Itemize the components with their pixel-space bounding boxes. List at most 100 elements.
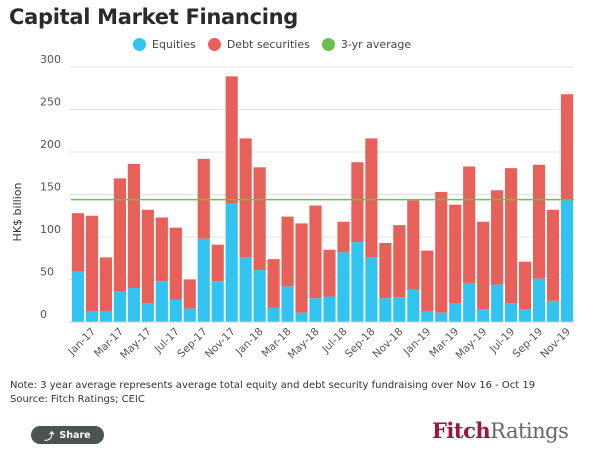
bar-debt-securities bbox=[141, 209, 154, 304]
legend-item-debt[interactable]: Debt securities bbox=[207, 38, 310, 51]
x-tick-label: Nov-19 bbox=[538, 326, 573, 361]
bar-equities bbox=[546, 300, 560, 322]
bar-debt-securities bbox=[435, 191, 448, 313]
bar-debt-securities bbox=[267, 259, 280, 308]
bar-equities bbox=[379, 298, 392, 322]
bar-debt-securities bbox=[532, 164, 546, 279]
legend-swatch-equities bbox=[133, 38, 146, 51]
legend: Equities Debt securities 3-yr average bbox=[133, 38, 423, 51]
bar-debt-securities bbox=[546, 209, 560, 301]
footnote: Note: 3 year average represents average … bbox=[10, 379, 535, 407]
bar-debt-securities bbox=[295, 223, 308, 313]
bar-debt-securities bbox=[99, 257, 113, 311]
y-tick-label: 200 bbox=[40, 138, 61, 151]
bar-equities bbox=[505, 303, 518, 322]
bar-debt-securities bbox=[253, 167, 266, 271]
share-label: Share bbox=[59, 429, 91, 441]
chart-title: Capital Market Financing bbox=[9, 5, 298, 29]
legend-swatch-average bbox=[321, 38, 335, 51]
bar-debt-securities bbox=[225, 76, 238, 203]
bar-debt-securities bbox=[337, 221, 350, 253]
bar-equities bbox=[169, 299, 182, 322]
bar-equities bbox=[421, 310, 434, 322]
bar-equities bbox=[267, 307, 280, 322]
bar-equities bbox=[393, 297, 406, 322]
bar-debt-securities bbox=[407, 200, 420, 290]
bar-debt-securities bbox=[309, 205, 322, 299]
bar-debt-securities bbox=[281, 216, 294, 287]
bar-equities bbox=[560, 199, 574, 322]
bar-equities bbox=[435, 312, 448, 322]
bar-equities bbox=[407, 289, 420, 322]
bar-equities bbox=[253, 270, 266, 322]
bar-equities bbox=[519, 309, 532, 322]
y-axis-label: HK$ billion bbox=[11, 183, 24, 242]
bar-debt-securities bbox=[323, 249, 336, 297]
bar-equities bbox=[239, 257, 252, 322]
bar-equities bbox=[113, 291, 126, 322]
bar-debt-securities bbox=[71, 213, 85, 271]
y-tick-label: 300 bbox=[40, 53, 61, 66]
bar-debt-securities bbox=[169, 227, 182, 300]
x-tick-label: Nov-17 bbox=[203, 326, 238, 361]
bar-debt-securities bbox=[127, 163, 140, 288]
bar-debt-securities bbox=[197, 158, 210, 239]
bar-equities bbox=[477, 309, 490, 322]
legend-label: 3-yr average bbox=[340, 38, 412, 51]
x-tick-label: Nov-18 bbox=[371, 326, 406, 361]
bar-equities bbox=[99, 310, 113, 322]
bar-equities bbox=[127, 288, 140, 322]
share-button[interactable]: ⤴ Share bbox=[31, 426, 104, 444]
bar-debt-securities bbox=[85, 215, 99, 311]
chart-plot: HK$ billion 050100150200250300Jan-17Mar-… bbox=[11, 53, 574, 362]
bar-debt-securities bbox=[560, 94, 574, 200]
bar-debt-securities bbox=[463, 166, 476, 283]
bar-equities bbox=[323, 296, 336, 322]
fitch-ratings-logo: FitchRatings bbox=[432, 418, 569, 443]
y-tick-label: 250 bbox=[40, 96, 61, 109]
legend-swatch-debt bbox=[207, 38, 221, 51]
bar-equities bbox=[491, 284, 504, 322]
bar-debt-securities bbox=[351, 162, 364, 243]
bar-equities bbox=[295, 312, 308, 322]
bar-debt-securities bbox=[421, 250, 434, 311]
bar-equities bbox=[197, 238, 210, 322]
y-tick-label: 100 bbox=[40, 223, 61, 236]
bar-debt-securities bbox=[183, 279, 196, 309]
legend-item-equities[interactable]: Equities bbox=[133, 38, 196, 51]
bar-debt-securities bbox=[393, 225, 406, 298]
bar-equities bbox=[183, 308, 196, 322]
bar-equities bbox=[281, 286, 294, 322]
x-tick-label: May-19 bbox=[453, 326, 489, 362]
bar-equities bbox=[71, 271, 85, 322]
logo-part2: Ratings bbox=[490, 419, 569, 443]
legend-item-average[interactable]: 3-yr average bbox=[321, 38, 412, 51]
bar-debt-securities bbox=[379, 242, 392, 299]
bar-equities bbox=[449, 303, 462, 322]
bar-equities bbox=[309, 298, 322, 322]
y-tick-label: 150 bbox=[40, 181, 61, 194]
y-tick-label: 0 bbox=[40, 308, 47, 321]
bar-debt-securities bbox=[155, 217, 168, 282]
share-icon: ⤴ bbox=[44, 431, 55, 443]
legend-label: Equities bbox=[152, 38, 196, 51]
bar-debt-securities bbox=[239, 138, 252, 258]
bar-debt-securities bbox=[365, 138, 378, 258]
bar-equities bbox=[155, 281, 168, 322]
bar-equities bbox=[337, 252, 350, 322]
bar-equities bbox=[211, 281, 224, 322]
source-text: Source: Fitch Ratings; CEIC bbox=[10, 394, 145, 405]
bar-equities bbox=[463, 282, 476, 322]
x-tick-label: May-18 bbox=[286, 326, 322, 362]
bar-equities bbox=[141, 303, 154, 322]
bar-equities bbox=[365, 257, 378, 322]
bar-debt-securities bbox=[491, 190, 504, 285]
bar-equities bbox=[85, 310, 99, 322]
logo-part1: Fitch bbox=[432, 418, 491, 443]
bar-equities bbox=[351, 242, 364, 322]
bar-equities bbox=[532, 278, 546, 322]
bar-debt-securities bbox=[211, 244, 224, 282]
x-tick-label: May-17 bbox=[118, 326, 154, 362]
legend-label: Debt securities bbox=[226, 38, 310, 51]
bar-equities bbox=[225, 203, 238, 322]
